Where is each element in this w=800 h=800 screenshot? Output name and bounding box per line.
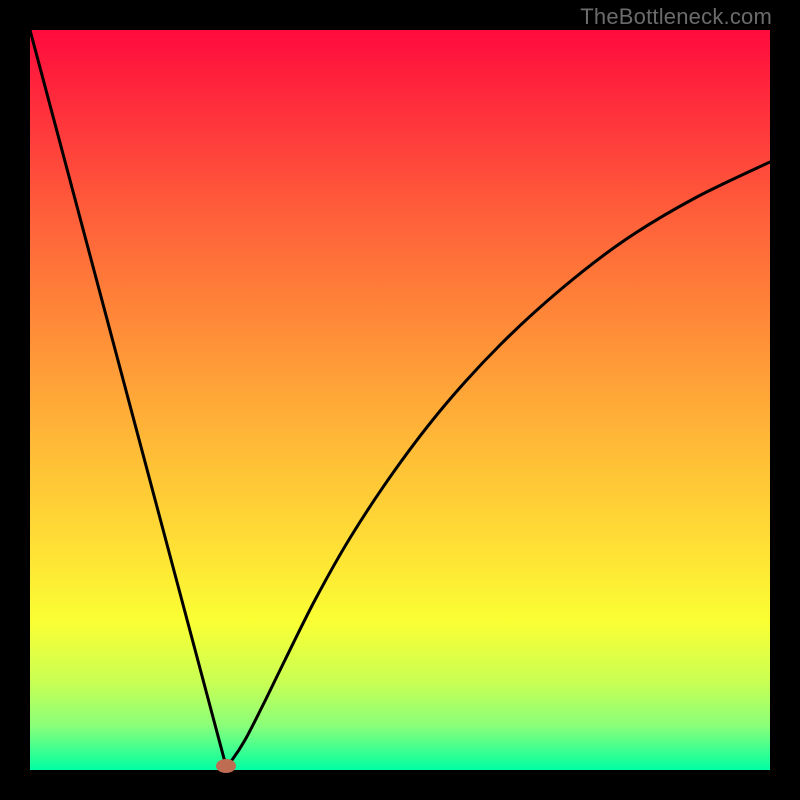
chart-container: TheBottleneck.com [0,0,800,800]
minimum-marker [216,759,236,773]
plot-area [30,30,770,770]
bottleneck-curve [30,30,770,770]
watermark-text: TheBottleneck.com [580,4,772,30]
